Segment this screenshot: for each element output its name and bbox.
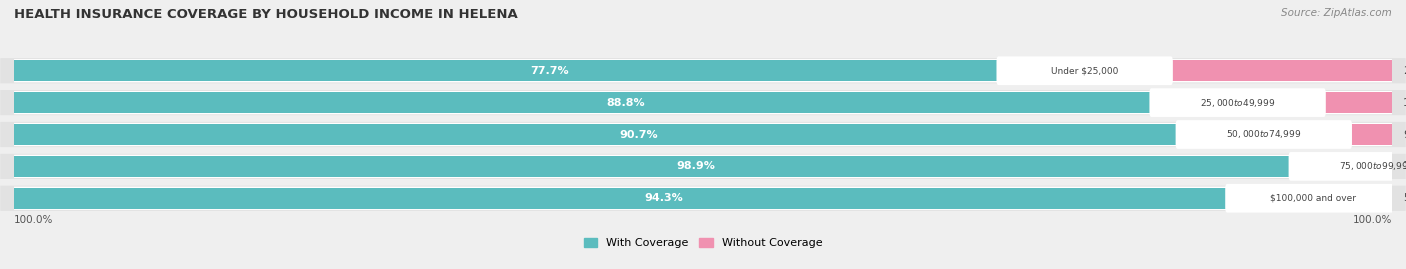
FancyBboxPatch shape <box>14 91 1392 114</box>
FancyBboxPatch shape <box>0 122 1406 147</box>
Text: 100.0%: 100.0% <box>1353 215 1392 225</box>
Bar <box>1313 188 1392 209</box>
Text: $25,000 to $49,999: $25,000 to $49,999 <box>1201 97 1275 109</box>
Text: 9.3%: 9.3% <box>1403 129 1406 140</box>
Text: 77.7%: 77.7% <box>530 66 568 76</box>
FancyBboxPatch shape <box>997 56 1173 85</box>
Bar <box>1084 60 1392 81</box>
Bar <box>1237 92 1392 113</box>
FancyBboxPatch shape <box>14 59 1392 82</box>
FancyBboxPatch shape <box>14 187 1392 210</box>
Bar <box>14 156 1376 177</box>
FancyBboxPatch shape <box>14 123 1392 146</box>
Text: HEALTH INSURANCE COVERAGE BY HOUSEHOLD INCOME IN HELENA: HEALTH INSURANCE COVERAGE BY HOUSEHOLD I… <box>14 8 517 21</box>
FancyBboxPatch shape <box>0 58 1406 83</box>
FancyBboxPatch shape <box>0 186 1406 211</box>
Legend: With Coverage, Without Coverage: With Coverage, Without Coverage <box>579 233 827 253</box>
Text: 5.7%: 5.7% <box>1403 193 1406 203</box>
FancyBboxPatch shape <box>1289 152 1406 181</box>
Text: Source: ZipAtlas.com: Source: ZipAtlas.com <box>1281 8 1392 18</box>
Text: 1.1%: 1.1% <box>1403 161 1406 171</box>
Text: 100.0%: 100.0% <box>14 215 53 225</box>
FancyBboxPatch shape <box>0 90 1406 115</box>
FancyBboxPatch shape <box>14 155 1392 178</box>
Text: 94.3%: 94.3% <box>644 193 683 203</box>
FancyBboxPatch shape <box>1150 88 1326 117</box>
Text: $100,000 and over: $100,000 and over <box>1271 194 1357 203</box>
FancyBboxPatch shape <box>1175 120 1353 149</box>
Text: $50,000 to $74,999: $50,000 to $74,999 <box>1226 129 1302 140</box>
FancyBboxPatch shape <box>0 154 1406 179</box>
Text: 22.3%: 22.3% <box>1403 66 1406 76</box>
Bar <box>14 188 1313 209</box>
Bar <box>1264 124 1392 145</box>
Bar <box>14 124 1264 145</box>
Text: $75,000 to $99,999: $75,000 to $99,999 <box>1339 160 1406 172</box>
FancyBboxPatch shape <box>1225 184 1402 213</box>
Text: 88.8%: 88.8% <box>606 98 645 108</box>
Bar <box>14 92 1237 113</box>
Text: 11.2%: 11.2% <box>1403 98 1406 108</box>
Bar <box>1376 156 1392 177</box>
Text: 98.9%: 98.9% <box>676 161 714 171</box>
Text: Under $25,000: Under $25,000 <box>1052 66 1118 75</box>
Bar <box>14 60 1084 81</box>
Text: 90.7%: 90.7% <box>620 129 658 140</box>
